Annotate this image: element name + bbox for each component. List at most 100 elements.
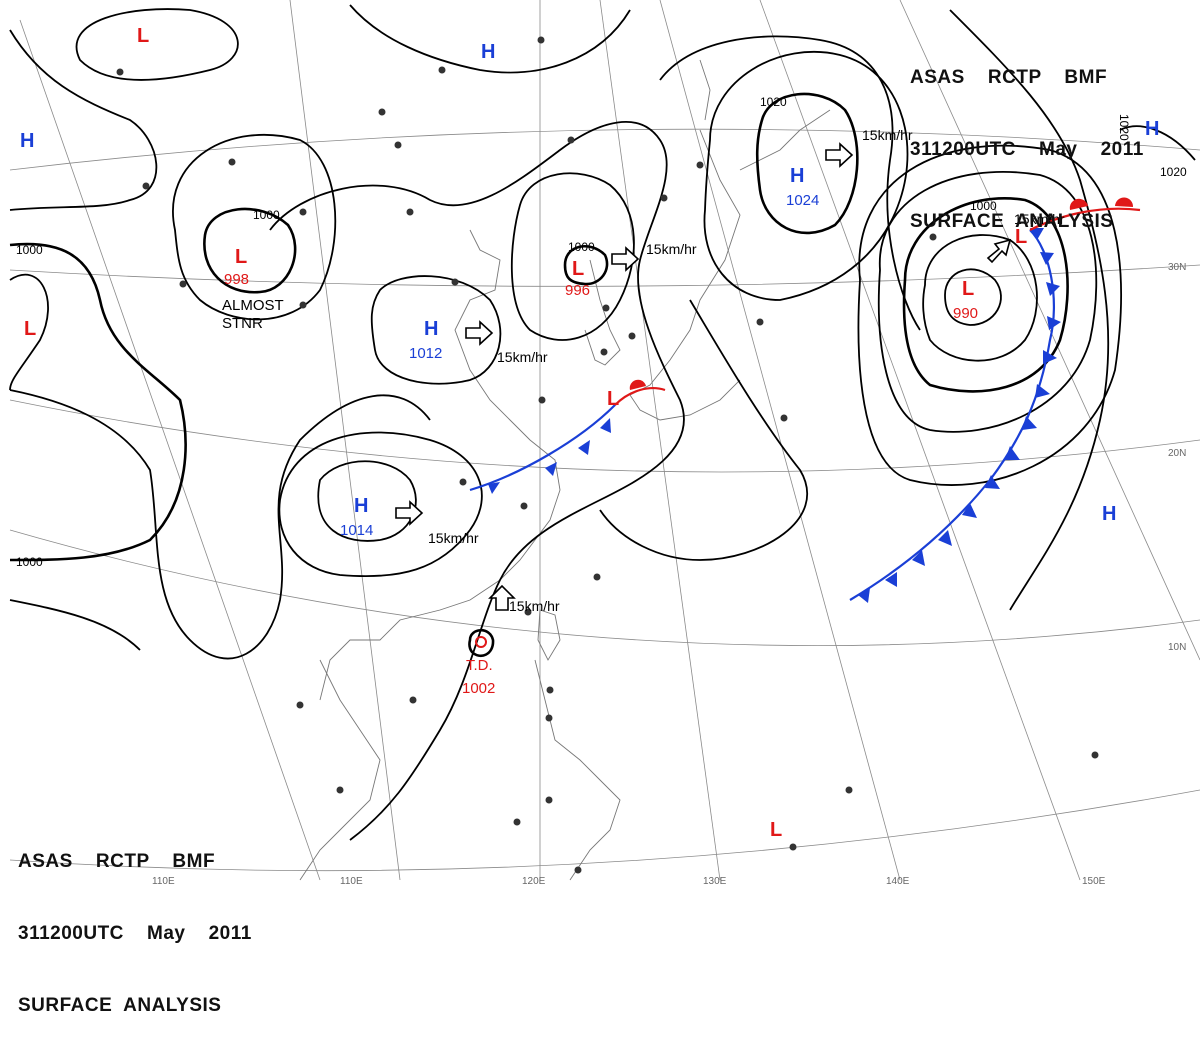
almost-stationary-label: ALMOST STNR xyxy=(222,297,284,332)
almost-stationary-line: ALMOST xyxy=(222,297,284,314)
isobar-south-west xyxy=(9,599,141,651)
motion-arrow-996 xyxy=(611,246,640,272)
station-marker xyxy=(567,136,575,144)
high-letter: H xyxy=(20,130,34,152)
high-letter: H xyxy=(1145,118,1159,140)
warm-front-east xyxy=(1029,207,1141,231)
station-marker xyxy=(546,686,554,694)
high-letter: H xyxy=(1102,503,1116,525)
isobar-label: 1000 xyxy=(16,243,43,257)
isobar-big-central xyxy=(269,120,685,841)
station-marker xyxy=(628,332,636,340)
pressure-values: 998 1012 996 1014 1024 990 xyxy=(224,192,978,539)
latitude-line-10n xyxy=(9,529,1200,646)
high-letter: H xyxy=(790,165,804,187)
station-marker xyxy=(299,301,307,309)
lat-label: 20N xyxy=(1168,448,1186,459)
coast-philippines xyxy=(534,659,621,881)
coastlines xyxy=(299,59,831,881)
isobar-nw-low xyxy=(75,8,239,81)
td-pressure: 1002 xyxy=(462,680,495,697)
station-marker xyxy=(438,66,446,74)
station-marker xyxy=(545,796,553,804)
pressure-value: 990 xyxy=(953,305,978,322)
isobar-east-side xyxy=(659,35,921,331)
motion-arrow-990 xyxy=(986,238,1012,264)
pressure-value: 998 xyxy=(224,271,249,288)
isobar-low-990-2 xyxy=(922,234,1038,362)
isobar-label: 1020 xyxy=(1117,114,1131,141)
lon-label: 120E xyxy=(522,876,546,887)
station-marker xyxy=(602,304,610,312)
header-bottom-left: ASAS RCTP BMF 311200UTC May 2011 SURFACE… xyxy=(18,802,252,1042)
longitude-line-140e xyxy=(659,0,901,881)
motion-arrow-td xyxy=(488,584,516,611)
station-marker xyxy=(537,36,545,44)
station-marker xyxy=(451,278,459,286)
high-letter: H xyxy=(481,41,495,63)
station-marker xyxy=(394,141,402,149)
longitude-line-100e xyxy=(19,19,321,881)
station-marker xyxy=(1091,751,1099,759)
station-marker xyxy=(296,701,304,709)
motion-arrow-1012 xyxy=(465,320,494,346)
station-marker xyxy=(756,318,764,326)
graticule-labels: 110E 110E 120E 130E 140E 150E 30N 20N 10… xyxy=(152,262,1186,887)
isobar-high-1014-outer xyxy=(278,431,483,578)
station-marker xyxy=(299,208,307,216)
station-marker xyxy=(520,502,528,510)
header-top-right: ASAS RCTP BMF 311200UTC May 2011 SURFACE… xyxy=(910,18,1144,258)
isobar-high-1024-outer xyxy=(703,50,909,301)
low-letter: L xyxy=(770,819,782,841)
station-marker xyxy=(142,182,150,190)
station-marker xyxy=(660,194,668,202)
isobar-low-990-3 xyxy=(902,197,1069,393)
station-marker xyxy=(789,843,797,851)
station-marker xyxy=(845,786,853,794)
station-plots xyxy=(116,36,1099,874)
low-letter: L xyxy=(24,318,36,340)
longitude-line-110e xyxy=(289,0,401,881)
isobar-labels: 1000 1000 1000 1020 1020 1020 1000 1000 xyxy=(16,95,1187,569)
lon-label: 150E xyxy=(1082,876,1106,887)
isobar-label: 1000 xyxy=(253,208,280,222)
lat-label: 30N xyxy=(1168,262,1186,273)
warm-front-west xyxy=(614,387,666,406)
cold-front-west-teeth xyxy=(488,418,611,494)
isobar-west-1000 xyxy=(9,242,187,562)
isobar-low-990-4 xyxy=(877,171,1098,433)
station-marker xyxy=(538,396,546,404)
cold-front-east-teeth xyxy=(858,228,1061,603)
lon-label: 110E xyxy=(152,876,175,887)
lat-label: 10N xyxy=(1168,642,1186,653)
cold-front-west xyxy=(469,404,616,492)
motion-arrow-1024 xyxy=(825,142,854,168)
high-letter: H xyxy=(424,318,438,340)
weather-map: 110E 110E 120E 130E 140E 150E 30N 20N 10… xyxy=(9,0,1200,887)
fronts xyxy=(469,197,1141,603)
station-marker xyxy=(593,573,601,581)
station-marker xyxy=(409,696,417,704)
pressure-value: 996 xyxy=(565,282,590,299)
isobar-ne-1020 xyxy=(1119,125,1196,161)
station-marker xyxy=(179,280,187,288)
station-marker xyxy=(600,348,608,356)
td-label: T.D. xyxy=(466,657,493,674)
longitude-line-150e xyxy=(759,0,1081,881)
low-letter: L xyxy=(1015,226,1027,248)
isobar-low-998-inner xyxy=(203,207,297,294)
longitude-line-160e xyxy=(899,0,1200,661)
pressure-centres: L H L L H H L H L H L L H H L xyxy=(20,25,1159,841)
warm-front-east-bump-1 xyxy=(1069,198,1088,210)
isobar-west-loop xyxy=(9,273,49,391)
lon-label: 140E xyxy=(886,876,910,887)
header-line-2: 311200UTC May 2011 xyxy=(910,139,1144,160)
station-marker xyxy=(574,866,582,874)
low-letter: L xyxy=(235,246,247,268)
pressure-value: 1012 xyxy=(409,345,442,362)
longitude-line-130e xyxy=(599,0,721,881)
station-marker xyxy=(929,233,937,241)
isobar-nw-ridge xyxy=(9,29,158,211)
coast-sakhalin xyxy=(699,59,711,121)
isobar-label: 1020 xyxy=(760,95,787,109)
